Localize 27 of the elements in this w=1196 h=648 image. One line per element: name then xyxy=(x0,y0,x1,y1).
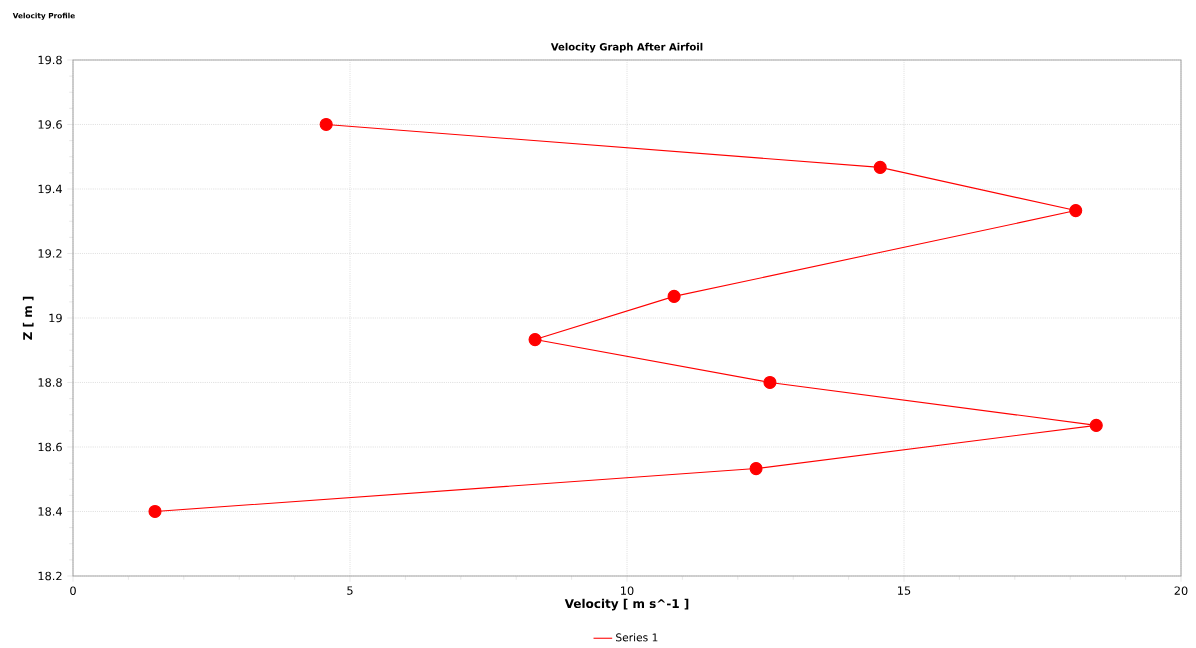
y-tick-label: 19.4 xyxy=(38,184,62,194)
x-axis-title: Velocity [ m s^-1 ] xyxy=(564,598,689,611)
x-tick-label: 0 xyxy=(70,586,76,595)
point xyxy=(1069,204,1083,218)
point xyxy=(528,333,542,347)
y-tick-label: 18.6 xyxy=(38,442,62,452)
x-tick-label: 20 xyxy=(1174,586,1188,595)
point xyxy=(873,160,887,174)
y-axis-title: Z [ m ] xyxy=(22,296,34,340)
point xyxy=(763,375,777,390)
x-tick-label: 5 xyxy=(347,586,353,595)
point xyxy=(319,117,333,132)
y-tick-label: 18.4 xyxy=(38,507,62,516)
point xyxy=(667,289,681,303)
y-tick-label: 19.8 xyxy=(38,55,62,65)
y-tick-label: 18.8 xyxy=(38,378,62,387)
x-tick-label: 10 xyxy=(621,586,634,595)
point xyxy=(148,504,162,519)
chart-title: Velocity Graph After Airfoil xyxy=(550,42,703,53)
y-tick-label: 19.2 xyxy=(38,249,62,258)
y-tick-label: 19 xyxy=(49,313,62,323)
point xyxy=(1089,418,1103,432)
y-tick-label: 18.2 xyxy=(38,571,62,581)
legend-label: Series 1 xyxy=(616,633,658,642)
y-tick-label: 19.6 xyxy=(38,120,62,129)
x-tick-label: 15 xyxy=(898,586,911,595)
point xyxy=(749,462,763,476)
